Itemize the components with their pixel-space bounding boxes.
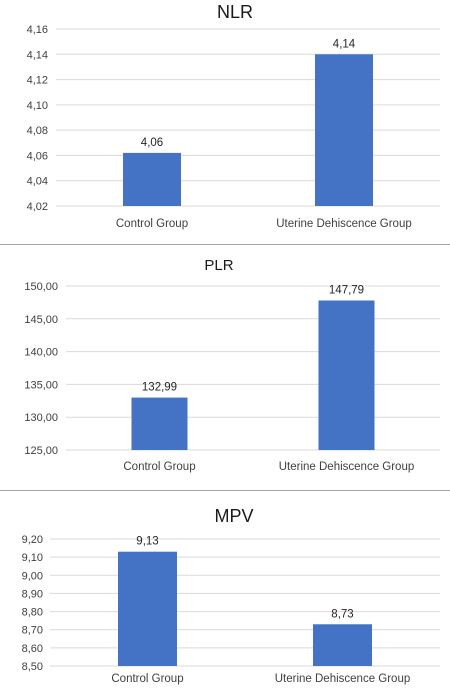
- y-tick-label: 4,08: [27, 125, 48, 137]
- data-label: 132,99: [142, 382, 177, 394]
- bar: [315, 54, 373, 207]
- x-tick-label: Uterine Dehiscence Group: [279, 461, 415, 473]
- bar: [313, 624, 372, 666]
- y-tick-label: 4,14: [27, 49, 48, 61]
- x-tick-label: Control Group: [116, 218, 188, 230]
- y-tick-label: 4,12: [27, 75, 48, 87]
- x-tick-label: Control Group: [123, 461, 195, 473]
- chart-divider: [0, 490, 450, 491]
- plr-chart: PLR 125,00 130,00 135,00 140,00 145,00 150,00…: [24, 257, 440, 473]
- y-tick-label: 9,20: [22, 534, 43, 546]
- y-tick-label: 4,10: [27, 100, 48, 112]
- y-tick-label: 4,06: [27, 150, 48, 162]
- y-tick-label: 145,00: [24, 314, 58, 326]
- y-tick-label: 8,50: [22, 661, 43, 673]
- data-label: 4,06: [141, 137, 163, 149]
- bar: [131, 397, 188, 450]
- data-label: 8,73: [331, 608, 353, 620]
- y-tick-label: 4,04: [27, 176, 48, 188]
- y-tick-label: 150,00: [24, 281, 58, 293]
- y-tick-label: 8,70: [22, 625, 43, 637]
- bar: [118, 551, 177, 666]
- data-label: 147,79: [329, 284, 364, 296]
- y-tick-label: 135,00: [24, 379, 58, 391]
- x-tick-label: Uterine Dehiscence Group: [276, 218, 412, 230]
- y-tick-label: 9,00: [22, 570, 43, 582]
- y-tick-label: 8,80: [22, 607, 43, 619]
- y-tick-label: 140,00: [24, 347, 58, 359]
- data-label: 4,14: [333, 38, 356, 50]
- chart-title: MPV: [214, 506, 253, 526]
- y-tick-label: 125,00: [24, 445, 58, 457]
- y-tick-label: 130,00: [24, 412, 58, 424]
- chart-title: PLR: [204, 257, 233, 274]
- chart-title: NLR: [217, 2, 253, 22]
- nlr-chart: NLR 4,02 4,04 4,06 4,08 4,10 4,12 4,14 4,16 4,06…: [27, 2, 440, 230]
- bar: [123, 152, 181, 206]
- y-tick-label: 8,90: [22, 588, 43, 600]
- data-label: 9,13: [136, 536, 158, 548]
- x-tick-label: Control Group: [111, 673, 183, 685]
- bar: [318, 300, 375, 450]
- y-tick-label: 8,60: [22, 643, 43, 655]
- y-tick-label: 9,10: [22, 552, 43, 564]
- x-tick-label: Uterine Dehiscence Group: [275, 673, 411, 685]
- y-tick-label: 4,02: [27, 201, 48, 213]
- mpv-chart: MPV 8,50 8,60 8,70 8,80 8,90 9,00 9,10 9,20 9,13…: [22, 506, 440, 685]
- chart-divider: [0, 244, 450, 245]
- y-tick-label: 4,16: [27, 24, 48, 36]
